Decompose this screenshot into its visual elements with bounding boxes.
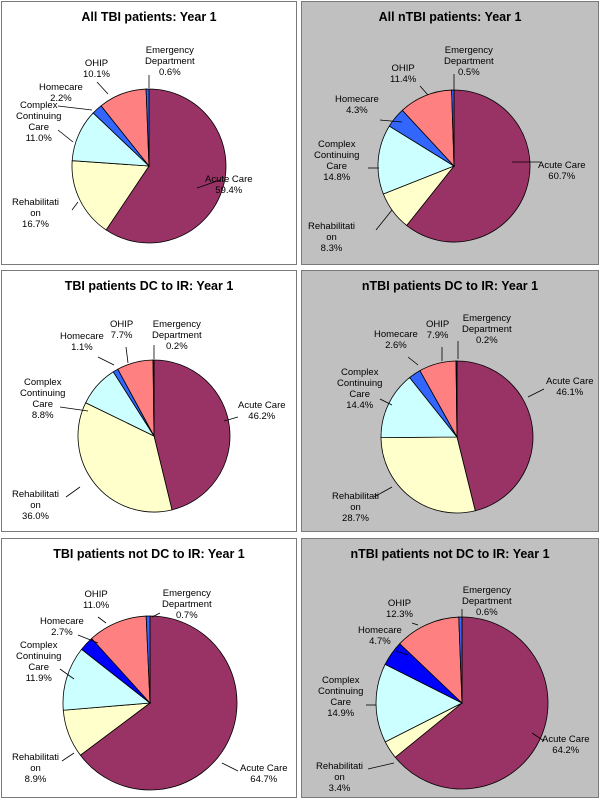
- leader-line: [59, 406, 89, 412]
- label-ohip: OHIP 7.9%: [426, 319, 450, 341]
- pie-chart: [59, 345, 239, 513]
- label-homecare: Homecare 2.2%: [39, 82, 83, 104]
- slice-complex-continuing-care: [375, 663, 463, 743]
- label-acute-care: Acute Care 46.1%: [546, 376, 594, 398]
- slice-rehabilitation: [71, 160, 150, 231]
- leader-line: [71, 201, 79, 211]
- label-acute-care: Acute Care 46.2%: [238, 400, 286, 422]
- leader-line: [59, 668, 75, 680]
- leader-line: [407, 356, 419, 366]
- slice-ohip: [399, 616, 463, 704]
- label-ohip: OHIP 10.1%: [83, 58, 110, 80]
- slice-acute-care: [406, 89, 531, 243]
- label-acute-care: Acute Care 64.7%: [240, 763, 288, 785]
- label-rehabilitation: Rehabilitati on 8.9%: [12, 752, 59, 785]
- leader-line: [196, 179, 221, 189]
- pie-chart: [59, 612, 239, 791]
- leader-line: [97, 616, 107, 624]
- label-acute-care: Acute Care 60.7%: [538, 160, 586, 182]
- label-emergency-department: Emergency Department 0.5%: [444, 45, 494, 78]
- chart-panel-ntbi-dc-to-ir: nTBI patients DC to IR: Year 1 Acute Car…: [301, 270, 599, 532]
- leader-line: [61, 752, 75, 762]
- leader-line: [379, 398, 393, 406]
- label-homecare: Homecare 2.7%: [40, 616, 84, 638]
- slice-emergency-department: [152, 359, 155, 437]
- label-complex-continuing-care: Complex Continuing Care 14.9%: [318, 675, 364, 719]
- leader-line: [419, 85, 429, 96]
- leader-line: [373, 486, 393, 498]
- label-rehabilitation: Rehabilitati on 36.0%: [12, 489, 59, 522]
- chart-panel-tbi-dc-to-ir: TBI patients DC to IR: Year 1 Acute Care…: [1, 270, 297, 532]
- label-complex-continuing-care: Complex Continuing Care 14.4%: [337, 367, 383, 411]
- chart-title: nTBI patients not DC to IR: Year 1: [350, 547, 550, 561]
- chart-panel-ntbi-not-dc-to-ir: nTBI patients not DC to IR: Year 1 Acute…: [301, 538, 599, 798]
- label-emergency-department: Emergency Department 0.2%: [462, 313, 512, 346]
- slice-acute-care: [153, 359, 231, 511]
- label-homecare: Homecare 2.6%: [374, 329, 418, 351]
- label-emergency-department: Emergency Department 0.2%: [152, 319, 202, 352]
- slice-acute-care: [79, 615, 238, 791]
- chart-panel-tbi-not-dc-to-ir: TBI patients not DC to IR: Year 1 Acute …: [1, 538, 297, 798]
- label-emergency-department: Emergency Department 0.6%: [462, 585, 512, 618]
- leader-line: [77, 634, 99, 644]
- leader-line: [97, 356, 115, 366]
- slice-complex-continuing-care: [377, 125, 455, 195]
- label-homecare: Homecare 4.3%: [335, 94, 379, 116]
- slice-rehabilitation: [77, 402, 173, 513]
- label-homecare: Homecare 1.1%: [60, 331, 104, 353]
- chart-title: nTBI patients DC to IR: Year 1: [361, 279, 539, 293]
- chart-title: TBI patients not DC to IR: Year 1: [53, 547, 245, 561]
- label-rehabilitation: Rehabilitati on 28.7%: [332, 491, 379, 524]
- leader-line: [395, 650, 409, 656]
- pie-chart: [368, 74, 540, 243]
- label-ohip: OHIP 12.3%: [386, 598, 413, 620]
- slice-emergency-department: [145, 615, 151, 704]
- chart-panel-all-ntbi: All nTBI patients: Year 1 Acute Care 60.7…: [301, 1, 599, 265]
- leader-line: [96, 81, 109, 95]
- slice-complex-continuing-care: [380, 377, 458, 439]
- leader-line: [379, 119, 403, 123]
- leader-line: [65, 486, 81, 498]
- label-complex-continuing-care: Complex Continuing Care 14.8%: [314, 139, 360, 183]
- leader-line: [531, 732, 545, 742]
- label-rehabilitation: Rehabilitati on 8.3%: [308, 221, 355, 254]
- chart-title: All TBI patients: Year 1: [81, 10, 217, 24]
- leader-line: [527, 388, 545, 398]
- label-homecare: Homecare 4.7%: [358, 625, 402, 647]
- slice-complex-continuing-care: [62, 648, 152, 711]
- label-ohip: OHIP 11.4%: [390, 63, 417, 85]
- leader-line: [57, 105, 93, 111]
- leader-line: [375, 209, 393, 231]
- chart-title: All nTBI patients: Year 1: [378, 10, 522, 24]
- label-ohip: OHIP 7.7%: [110, 319, 134, 341]
- slice-acute-care: [456, 360, 534, 512]
- slice-emergency-department: [145, 88, 150, 167]
- label-complex-continuing-care: Complex Continuing Care 8.8%: [20, 377, 66, 421]
- slice-emergency-department: [455, 360, 458, 438]
- label-ohip: OHIP 11.0%: [83, 589, 110, 611]
- chart-title: TBI patients DC to IR: Year 1: [64, 279, 234, 293]
- leader-line: [223, 416, 239, 422]
- leader-line: [57, 129, 74, 143]
- chart-panel-all-tbi: All TBI patients: Year 1 Acute Care 59.4%…: [1, 1, 297, 265]
- label-emergency-department: Emergency Department 0.7%: [162, 588, 212, 621]
- label-complex-continuing-care: Complex Continuing Care 11.0%: [16, 100, 62, 144]
- label-rehabilitation: Rehabilitati on 16.7%: [12, 197, 59, 230]
- leader-line: [151, 612, 161, 618]
- leader-line: [125, 346, 129, 364]
- label-emergency-department: Emergency Department 0.6%: [145, 45, 195, 78]
- label-rehabilitation: Rehabilitati on 3.4%: [316, 761, 363, 794]
- pie-chart: [373, 341, 545, 514]
- pie-chart: [57, 75, 227, 244]
- label-complex-continuing-care: Complex Continuing Care 11.9%: [16, 640, 62, 684]
- pie-chart: [366, 609, 549, 790]
- slice-acute-care: [394, 616, 549, 790]
- label-acute-care: Acute Care 59.4%: [205, 174, 253, 196]
- label-acute-care: Acute Care 64.2%: [542, 734, 590, 756]
- slice-rehabilitation: [380, 436, 476, 514]
- leader-line: [367, 762, 395, 770]
- leader-line: [221, 762, 239, 772]
- slice-acute-care: [105, 88, 227, 244]
- leader-line: [411, 622, 419, 626]
